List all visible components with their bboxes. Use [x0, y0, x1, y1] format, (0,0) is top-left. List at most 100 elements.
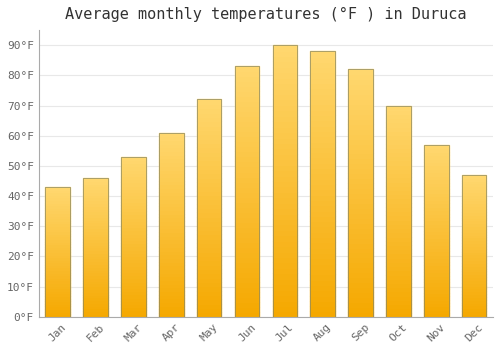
Bar — [386, 241, 410, 245]
Bar — [159, 295, 184, 299]
Bar — [272, 110, 297, 116]
Bar — [197, 99, 222, 104]
Bar — [46, 312, 70, 314]
Bar — [462, 249, 486, 252]
Bar — [348, 302, 373, 307]
Bar — [272, 187, 297, 192]
Bar — [272, 45, 297, 51]
Bar — [46, 223, 70, 226]
Bar — [272, 94, 297, 99]
Bar — [197, 278, 222, 282]
Bar — [159, 217, 184, 221]
Bar — [462, 232, 486, 235]
Bar — [462, 268, 486, 271]
Bar — [121, 218, 146, 221]
Bar — [310, 141, 335, 147]
Bar — [46, 200, 70, 203]
Bar — [424, 269, 448, 272]
Bar — [272, 268, 297, 273]
Bar — [348, 243, 373, 247]
Bar — [159, 229, 184, 232]
Bar — [234, 312, 260, 317]
Bar — [84, 236, 108, 239]
Bar — [159, 151, 184, 155]
Bar — [272, 99, 297, 105]
Bar — [46, 195, 70, 197]
Bar — [46, 275, 70, 278]
Bar — [348, 223, 373, 228]
Bar — [386, 182, 410, 186]
Bar — [197, 108, 222, 113]
Bar — [462, 178, 486, 181]
Bar — [84, 247, 108, 250]
Bar — [159, 261, 184, 265]
Bar — [197, 117, 222, 121]
Bar — [197, 182, 222, 187]
Bar — [46, 203, 70, 205]
Bar — [424, 189, 448, 193]
Bar — [46, 262, 70, 265]
Bar — [159, 181, 184, 184]
Bar — [46, 205, 70, 208]
Bar — [234, 182, 260, 187]
Bar — [462, 266, 486, 268]
Bar — [462, 181, 486, 183]
Bar — [462, 303, 486, 306]
Bar — [234, 267, 260, 272]
Bar — [386, 237, 410, 241]
Bar — [159, 306, 184, 309]
Bar — [348, 247, 373, 252]
Bar — [234, 287, 260, 292]
Bar — [46, 293, 70, 296]
Bar — [310, 89, 335, 94]
Bar — [348, 203, 373, 208]
Bar — [84, 186, 108, 189]
Bar — [46, 291, 70, 293]
Bar — [197, 178, 222, 182]
Bar — [121, 237, 146, 240]
Bar — [84, 270, 108, 272]
Bar — [386, 308, 410, 313]
Bar — [234, 131, 260, 136]
Bar — [234, 212, 260, 217]
Bar — [424, 241, 448, 245]
Bar — [234, 167, 260, 172]
Bar — [121, 176, 146, 179]
Bar — [462, 274, 486, 277]
Bar — [386, 203, 410, 207]
Bar — [310, 136, 335, 141]
Bar — [46, 304, 70, 306]
Bar — [197, 121, 222, 126]
Bar — [424, 251, 448, 255]
Bar — [121, 163, 146, 167]
Bar — [272, 192, 297, 197]
Bar — [84, 231, 108, 233]
Bar — [424, 148, 448, 152]
Bar — [121, 208, 146, 211]
Bar — [310, 216, 335, 221]
Bar — [386, 287, 410, 292]
Bar — [310, 237, 335, 243]
Bar — [197, 204, 222, 208]
Bar — [197, 304, 222, 308]
Bar — [121, 211, 146, 215]
Bar — [234, 187, 260, 191]
Bar — [310, 258, 335, 264]
Bar — [234, 237, 260, 242]
Bar — [197, 295, 222, 299]
Bar — [462, 206, 486, 209]
Bar — [159, 269, 184, 273]
Bar — [348, 282, 373, 287]
Bar — [121, 298, 146, 301]
Bar — [272, 181, 297, 187]
Bar — [84, 214, 108, 217]
Bar — [197, 134, 222, 139]
Bar — [46, 239, 70, 241]
Bar — [121, 250, 146, 253]
Bar — [348, 292, 373, 297]
Bar — [234, 96, 260, 102]
Bar — [159, 265, 184, 269]
Bar — [197, 143, 222, 147]
Bar — [46, 249, 70, 252]
Bar — [84, 311, 108, 314]
